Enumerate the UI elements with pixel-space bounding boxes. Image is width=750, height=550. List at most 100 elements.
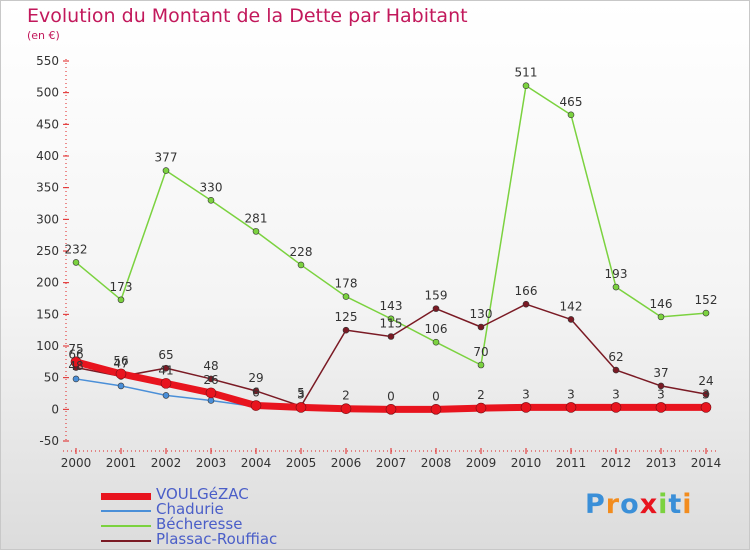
data-label: 146 (650, 297, 673, 311)
series-point-0 (205, 387, 217, 399)
data-label: 166 (515, 284, 538, 298)
legend-swatch (101, 525, 151, 527)
data-label: 142 (560, 299, 583, 313)
x-tick-label: 2003 (196, 456, 227, 470)
series-point-3 (657, 382, 665, 390)
legend-label: VOULGéZAC (156, 485, 249, 503)
legend-label: Chadurie (156, 500, 224, 518)
data-label: 193 (605, 267, 628, 281)
logo-letter: x (639, 489, 659, 520)
series-point-2 (477, 361, 485, 369)
data-label: 66 (68, 348, 83, 362)
legend-swatch (101, 540, 151, 542)
data-label: 511 (515, 66, 538, 80)
data-label: 56 (113, 354, 128, 368)
y-tick-label: 0 (51, 402, 59, 416)
series-point-0 (475, 402, 487, 414)
y-tick-label: 200 (36, 276, 59, 290)
series-point-3 (567, 316, 575, 323)
chart-unit: (en €) (27, 29, 60, 42)
y-tick-label: 500 (36, 86, 59, 100)
logo-letter: t (668, 489, 683, 520)
axes: -500501001502002503003504004505005502000… (36, 54, 721, 470)
series-point-0 (160, 378, 172, 389)
series-point-0 (610, 402, 622, 413)
x-tick-label: 2005 (286, 456, 317, 470)
series-point-2 (522, 82, 530, 89)
data-label: 2 (342, 389, 350, 403)
series-point-1 (207, 397, 215, 404)
data-label: 75 (68, 342, 83, 356)
data-label: 115 (380, 317, 403, 331)
series-point-0 (385, 404, 397, 415)
data-label: 152 (695, 293, 718, 307)
data-labels: 75 56 41 26 6 3 2 0 0 2 3 3 3 3 3 48 232 173 377 330 281 228 1… (65, 66, 718, 404)
series-point-3 (432, 305, 440, 312)
series-point-2 (252, 228, 260, 235)
legend-swatch (101, 510, 151, 512)
series-point-0 (655, 402, 667, 413)
series-point-3 (162, 364, 170, 372)
data-label: 106 (425, 322, 448, 336)
data-label: 41 (158, 363, 173, 377)
data-label: 48 (203, 359, 218, 373)
y-tick-label: 250 (36, 244, 59, 258)
series-point-2 (387, 315, 395, 323)
series-point-0 (700, 402, 712, 413)
logo-letter: i (658, 489, 669, 520)
chart-title: Evolution du Montant de la Dette par Hab… (27, 5, 468, 27)
legend-swatch (101, 492, 151, 500)
y-tick-label: 50 (44, 371, 59, 385)
x-tick-label: 2007 (376, 456, 407, 470)
data-label: 65 (158, 348, 173, 362)
data-label: 3 (522, 387, 530, 401)
series-points (70, 82, 712, 415)
x-tick-label: 2000 (61, 456, 92, 470)
y-tick-label: -50 (39, 434, 59, 448)
series-point-0 (70, 356, 82, 368)
x-tick-label: 2010 (511, 456, 542, 470)
data-label: 125 (335, 310, 358, 324)
data-label: 281 (245, 211, 268, 225)
x-tick-label: 2001 (106, 456, 137, 470)
series-point-2 (702, 309, 710, 317)
x-tick-label: 2008 (421, 456, 452, 470)
legend-label: Bécheresse (156, 515, 243, 533)
data-label: 178 (335, 277, 358, 291)
data-label: 37 (653, 366, 668, 380)
data-label: 232 (65, 242, 88, 256)
data-label: 48 (68, 359, 83, 373)
data-label: 3 (657, 387, 665, 401)
data-label: 6 (252, 386, 260, 400)
data-label: 159 (425, 289, 448, 303)
data-label: 465 (560, 95, 583, 109)
series-point-3 (702, 390, 710, 398)
series-point-0 (520, 402, 532, 413)
series-point-0 (430, 404, 442, 415)
data-label: 26 (203, 373, 218, 387)
series-point-3 (207, 375, 215, 383)
data-label: 228 (290, 245, 313, 259)
data-label: 0 (387, 389, 395, 403)
series-point-3 (477, 323, 485, 331)
logo-letter: i (682, 489, 693, 520)
legend-label: Plassac-Rouffiac (156, 530, 278, 548)
y-tick-label: 150 (36, 307, 59, 321)
series-point-3 (387, 333, 395, 340)
series-point-3 (612, 366, 620, 374)
data-label: 0 (432, 389, 440, 403)
series-point-1 (72, 375, 80, 383)
data-label: 173 (110, 280, 133, 294)
series-point-3 (342, 326, 350, 334)
data-label: 47 (113, 356, 128, 370)
data-label: 377 (155, 151, 178, 165)
y-tick-label: 550 (36, 54, 59, 68)
x-tick-label: 2006 (331, 456, 362, 470)
series-point-3 (252, 387, 260, 395)
series-point-2 (567, 111, 575, 119)
y-tick-label: 450 (36, 117, 59, 131)
series-point-3 (522, 300, 530, 308)
series-point-2 (162, 167, 170, 174)
data-label: 3 (612, 387, 620, 401)
